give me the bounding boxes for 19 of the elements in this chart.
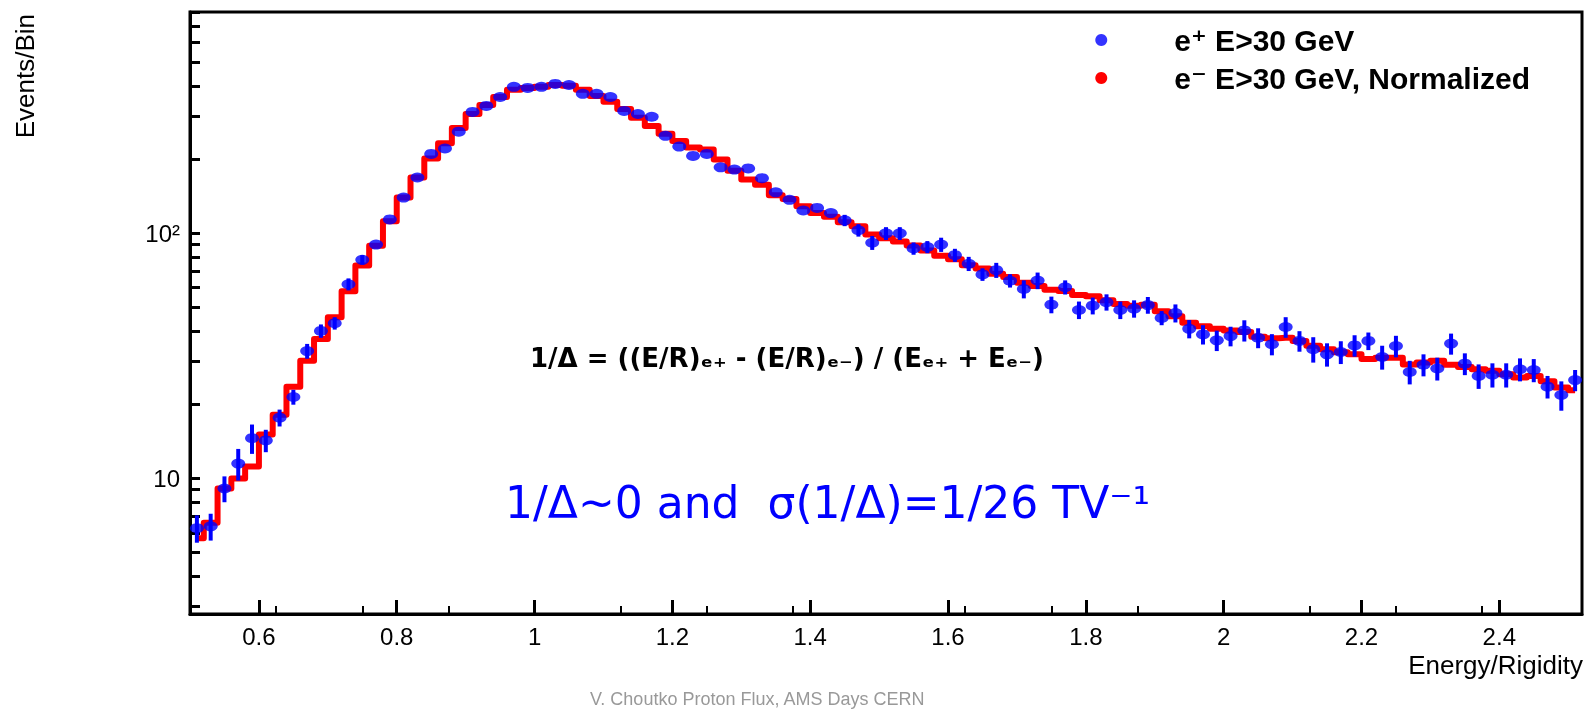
y-tick-label: 10² <box>145 219 181 247</box>
annotation: 1/Δ~0 and σ(1/Δ)=1/26 TV⁻¹ <box>505 476 1151 528</box>
x-tick-label: 2 <box>1216 622 1231 650</box>
y-tick-label: 10 <box>153 464 180 492</box>
x-tick-label: 1.2 <box>655 622 690 650</box>
x-tick-label: 1 <box>527 622 542 650</box>
x-axis-title: Energy/Rigidity <box>1408 650 1584 680</box>
y-axis-title: Events/Bin <box>10 13 40 139</box>
x-tick-label: 1.4 <box>793 622 827 650</box>
annotation: 1/Δ = ((E/R)ₑ₊ - (E/R)ₑ₋) / (Eₑ₊ + Eₑ₋) <box>530 343 1044 373</box>
legend-label: e⁺ E>30 GeV <box>1174 23 1355 57</box>
x-tick-label: 2.4 <box>1482 622 1516 650</box>
legend-label: e⁻ E>30 GeV, Normalized <box>1174 61 1531 95</box>
x-tick-label: 0.8 <box>380 622 414 650</box>
text: V. Choutko Proton Flux, AMS Days CERN <box>590 689 925 709</box>
x-tick-label: 1.8 <box>1069 622 1103 650</box>
x-tick-label: 0.6 <box>242 622 276 650</box>
x-tick-label: 1.6 <box>931 622 965 650</box>
x-tick-label: 2.2 <box>1344 622 1379 650</box>
